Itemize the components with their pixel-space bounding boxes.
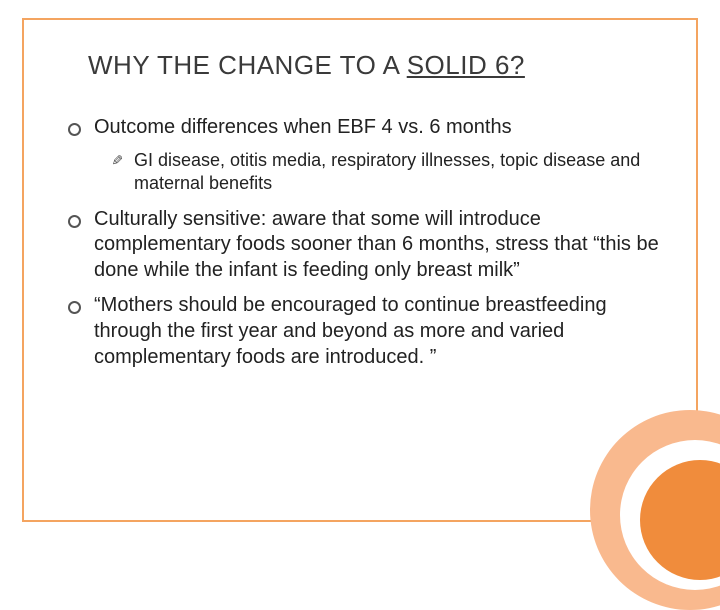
- list-item: Culturally sensitive: aware that some wi…: [68, 207, 660, 284]
- bullet-text: “Mothers should be encouraged to continu…: [94, 294, 607, 367]
- title-text-pre: WHY THE CHANGE TO A: [88, 50, 407, 80]
- list-item: Outcome differences when EBF 4 vs. 6 mon…: [68, 115, 660, 195]
- bullet-text: Outcome differences when EBF 4 vs. 6 mon…: [94, 116, 512, 138]
- list-item: “Mothers should be encouraged to continu…: [68, 293, 660, 370]
- sub-bullet-text: GI disease, otitis media, respiratory il…: [134, 150, 640, 193]
- sub-list-item: GI disease, otitis media, respiratory il…: [110, 149, 660, 195]
- corner-decoration: [580, 400, 720, 540]
- bullet-list: Outcome differences when EBF 4 vs. 6 mon…: [60, 115, 660, 370]
- bullet-text: Culturally sensitive: aware that some wi…: [94, 208, 659, 281]
- slide-content: WHY THE CHANGE TO A SOLID 6? Outcome dif…: [60, 50, 660, 380]
- title-text-underlined: SOLID 6?: [407, 50, 525, 80]
- sub-list: GI disease, otitis media, respiratory il…: [94, 149, 660, 195]
- slide-title: WHY THE CHANGE TO A SOLID 6?: [60, 50, 660, 81]
